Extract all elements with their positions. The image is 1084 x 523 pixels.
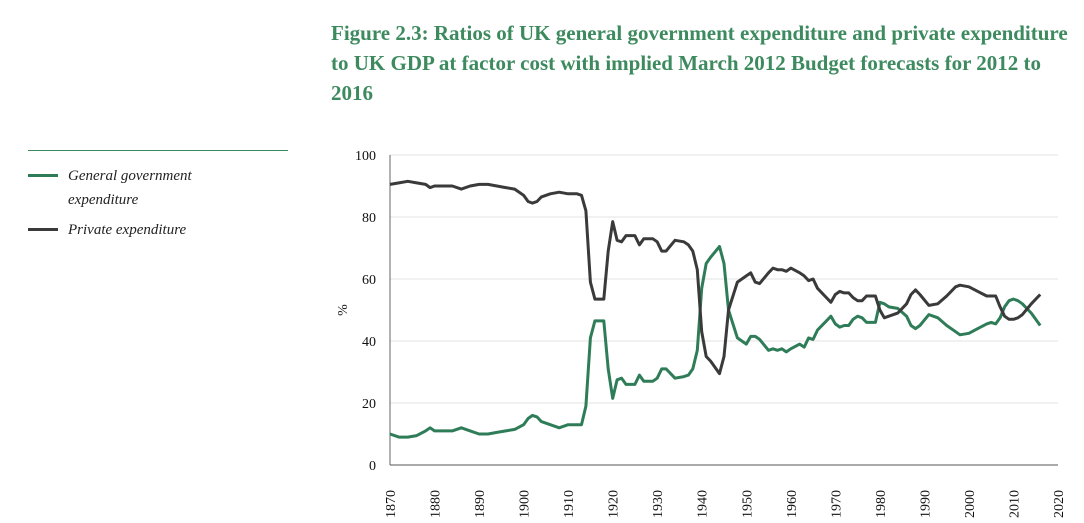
legend-label-private: Private expenditure (68, 222, 187, 238)
x-tick-label: 1940 (696, 490, 711, 518)
series-line-government (389, 245, 1042, 439)
x-tick-label: 2020 (1052, 490, 1067, 518)
y-axis-label: % (336, 304, 351, 316)
y-tick-label: 80 (362, 211, 376, 226)
series-line-private (389, 179, 1042, 376)
legend-divider (28, 150, 288, 151)
x-tick-label: 1970 (829, 490, 844, 518)
x-tick-label: 2000 (963, 490, 978, 518)
chart-title: Figure 2.3: Ratios of UK general governm… (331, 21, 1068, 105)
y-tick-label: 60 (362, 273, 376, 288)
y-tick-label: 20 (362, 397, 376, 412)
legend-swatch-private (28, 228, 58, 231)
x-tick-label: 1990 (918, 490, 933, 518)
x-tick-label: 1890 (473, 490, 488, 518)
x-tick-label: 1930 (651, 490, 666, 518)
x-tick-label: 1880 (429, 490, 444, 518)
legend-swatch-government (28, 174, 58, 177)
legend-label-line2: expenditure (68, 192, 139, 208)
x-tick-label: 1900 (518, 490, 533, 518)
x-tick-label: 1870 (384, 490, 399, 518)
y-tick-label: 0 (369, 459, 376, 474)
legend-label-line1: General government (68, 168, 192, 184)
x-tick-label: 1910 (562, 490, 577, 518)
x-tick-label: 2010 (1007, 490, 1022, 518)
x-tick-label: 1920 (607, 490, 622, 518)
x-tick-label: 1980 (874, 490, 889, 518)
legend-label-government: General government expenditure (68, 164, 192, 212)
legend-item-private: Private expenditure (28, 218, 186, 242)
y-tick-label: 100 (355, 149, 376, 164)
x-tick-label: 1950 (740, 490, 755, 518)
legend-item-government: General government expenditure (28, 164, 192, 212)
y-tick-label: 40 (362, 335, 376, 350)
x-tick-label: 1960 (785, 490, 800, 518)
